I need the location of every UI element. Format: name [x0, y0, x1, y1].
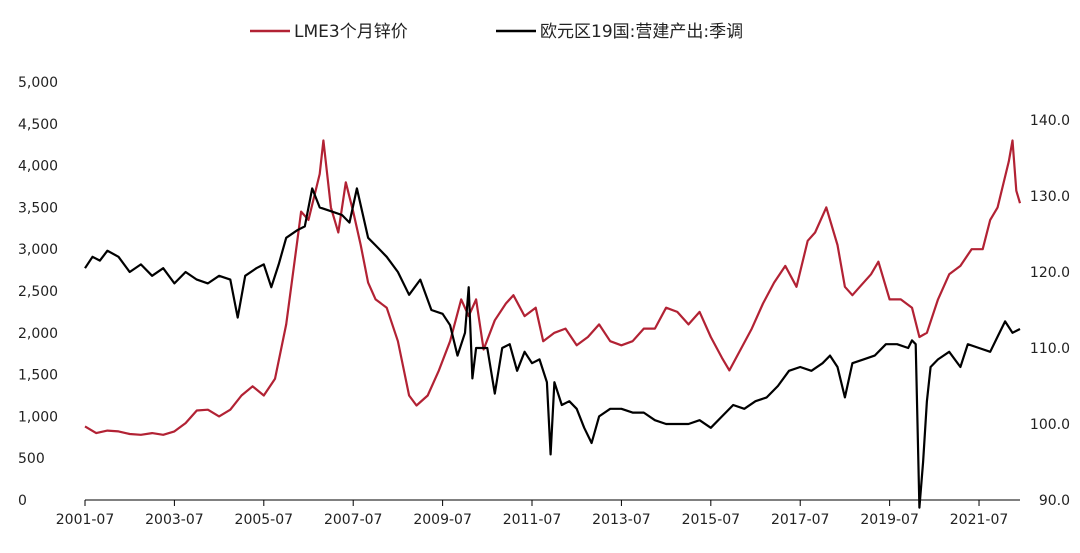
y-left-tick-label: 0 — [18, 493, 27, 509]
x-tick-label: 2007-07 — [324, 512, 383, 528]
y-left-tick-label: 3,500 — [18, 200, 58, 216]
legend-label-zinc-price: LME3个月锌价 — [294, 22, 408, 42]
x-tick-label: 2021-07 — [950, 512, 1009, 528]
y-right-tick-label: 130.0 — [1030, 189, 1070, 205]
x-tick-label: 2019-07 — [860, 512, 919, 528]
x-tick-label: 2001-07 — [56, 512, 115, 528]
y-axis-right-ticks: 90.0 100.0 110.0 120.0 130.0 140.0 — [1030, 113, 1070, 509]
x-axis-ticks: 2001-07 2003-07 2005-07 2007-07 2009-07 2011-… — [56, 500, 1009, 528]
legend: LME3个月锌价 欧元区19国:营建产出:季调 — [250, 22, 743, 42]
y-left-tick-label: 3,000 — [18, 242, 58, 258]
x-tick-label: 2009-07 — [413, 512, 472, 528]
x-tick-label: 2015-07 — [682, 512, 741, 528]
y-axis-left-ticks: 0 500 1,000 1,500 2,000 2,500 3,000 3,500 4,000 4… — [18, 75, 58, 509]
y-right-tick-label: 100.0 — [1030, 417, 1070, 433]
y-left-tick-label: 1,500 — [18, 368, 58, 384]
x-tick-label: 2005-07 — [235, 512, 294, 528]
y-left-tick-label: 5,000 — [18, 75, 58, 91]
legend-label-construction-output: 欧元区19国:营建产出:季调 — [540, 22, 743, 42]
x-tick-label: 2011-07 — [503, 512, 562, 528]
y-left-tick-label: 2,000 — [18, 326, 58, 342]
y-right-tick-label: 120.0 — [1030, 265, 1070, 281]
y-right-tick-label: 90.0 — [1039, 493, 1070, 509]
y-left-tick-label: 1,000 — [18, 409, 58, 425]
y-right-tick-label: 140.0 — [1030, 113, 1070, 129]
y-left-tick-label: 2,500 — [18, 284, 58, 300]
y-left-tick-label: 4,500 — [18, 117, 58, 133]
x-tick-label: 2017-07 — [771, 512, 830, 528]
series-line-construction-output — [84, 187, 1021, 509]
x-tick-label: 2003-07 — [145, 512, 204, 528]
x-tick-label: 2013-07 — [592, 512, 651, 528]
y-left-tick-label: 4,000 — [18, 159, 58, 175]
series-line-zinc-price — [84, 139, 1022, 436]
y-right-tick-label: 110.0 — [1030, 341, 1070, 357]
y-left-tick-label: 500 — [18, 451, 45, 467]
